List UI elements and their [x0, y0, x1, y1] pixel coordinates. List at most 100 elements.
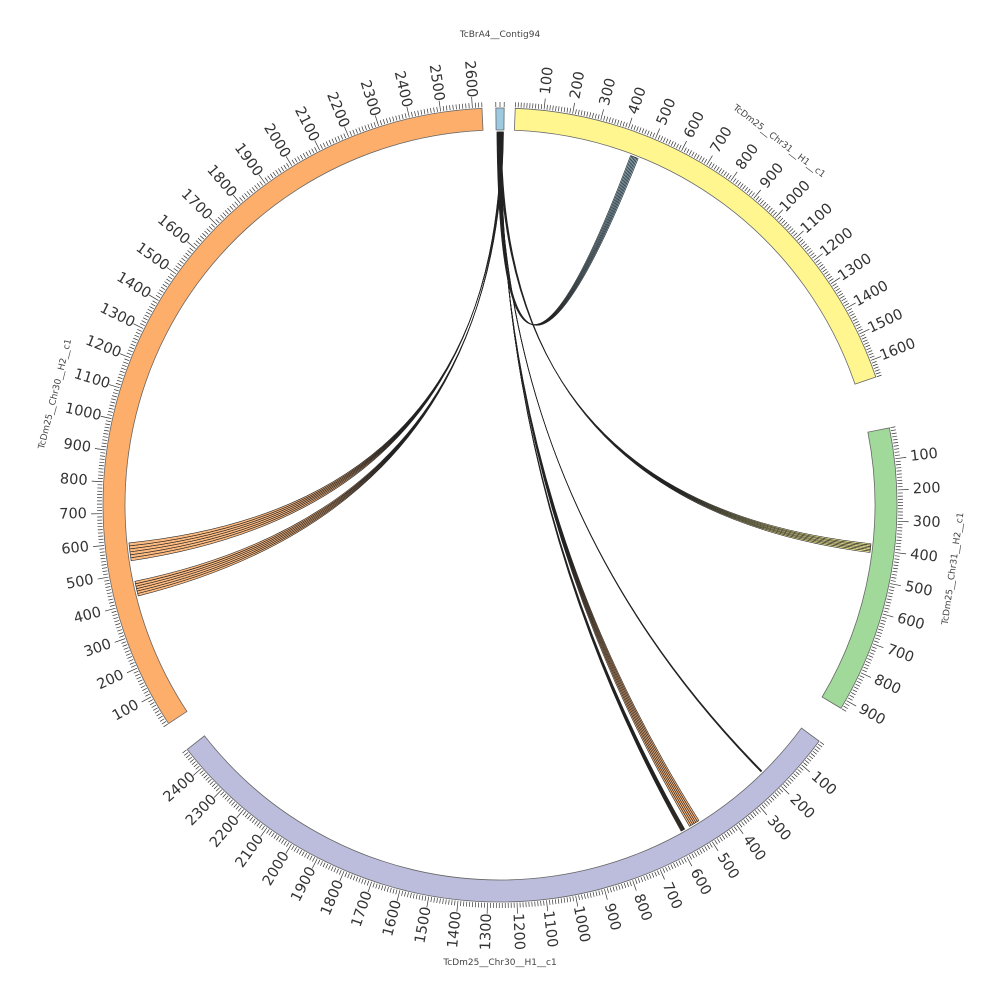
link-contig94-chr31h2	[500, 131, 871, 552]
tick-label-chr30h2: 500	[65, 572, 95, 593]
tick-label-chr31h2: 800	[871, 672, 903, 698]
tick-label-chr31h1: 100	[538, 66, 557, 95]
segments-layer	[102, 107, 898, 903]
tick-label-chr31h2: 400	[909, 546, 938, 565]
tick-label-chr30h2: 1100	[72, 366, 112, 392]
links-layer	[128, 131, 872, 832]
tick-label-chr30h2: 2600	[461, 60, 480, 98]
tick-label-chr31h2: 300	[912, 514, 940, 531]
segment-name-chr30h1: TcDm25__Chr30__H1__c1	[442, 958, 556, 968]
link-contig94-chr31h2	[498, 131, 872, 546]
tick-label-chr30h2: 1200	[83, 333, 123, 362]
ticks-chr31h1	[514, 98, 882, 378]
link-contig94-chr30h1	[498, 131, 762, 773]
tick-label-chr31h2: 900	[856, 701, 888, 729]
tick-label-chr31h1: 200	[568, 70, 589, 100]
link-contig94-chr30h2	[134, 131, 504, 585]
tick-label-chr31h1: 1100	[798, 201, 836, 238]
tick-label-chr31h1: 1000	[777, 178, 814, 216]
tick-label-chr31h2: 700	[884, 642, 916, 667]
tick-label-chr30h1: 700	[659, 880, 685, 912]
segment-name-contig94: TcBrA4__Contig94	[459, 30, 541, 40]
link-contig94-chr31h2	[499, 131, 872, 547]
tick-label-chr30h1: 800	[630, 892, 654, 923]
tick-label-chr30h2: 2500	[426, 63, 447, 102]
segment-chr31h1	[513, 107, 877, 385]
tick-label-chr30h1: 500	[714, 850, 742, 882]
tick-label-chr30h1: 1100	[540, 910, 560, 949]
link-contig94-chr30h1	[500, 131, 684, 831]
tick-label-chr30h2: 600	[61, 539, 90, 558]
ticks-contig94	[495, 102, 505, 108]
tick-label-chr31h1: 900	[757, 160, 787, 192]
tick-label-chr30h2: 1900	[231, 140, 266, 179]
link-contig94-chr30h1	[500, 131, 684, 831]
tick-label-chr31h1: 800	[733, 141, 762, 173]
tick-label-chr31h2: 200	[913, 480, 941, 497]
link-contig94-chr30h1	[499, 131, 694, 826]
tick-label-chr30h1: 1400	[445, 910, 465, 948]
tick-label-chr31h1: 400	[626, 85, 650, 116]
tick-label-chr30h1: 900	[601, 902, 624, 933]
tick-label-chr30h1: 300	[764, 813, 794, 844]
tick-label-chr30h2: 1800	[203, 162, 239, 200]
link-contig94-chr31h1	[496, 131, 634, 325]
tick-label-chr30h1: 2200	[207, 812, 243, 851]
tick-label-chr30h2: 400	[72, 604, 103, 627]
link-contig94-chr31h1	[498, 131, 639, 326]
link-contig94-chr31h2	[499, 131, 871, 549]
tick-label-chr31h2: 100	[909, 446, 938, 465]
tick-label-chr31h1: 1500	[865, 306, 905, 336]
tick-label-chr31h1: 300	[597, 77, 619, 108]
tick-label-chr30h2: 2200	[323, 90, 352, 130]
tick-label-chr30h1: 2100	[233, 832, 268, 871]
tick-label-chr30h2: 1400	[114, 269, 154, 302]
tick-label-chr30h2: 800	[59, 471, 88, 489]
tick-label-chr30h1: 1000	[570, 905, 593, 944]
tick-label-chr31h1: 500	[654, 96, 680, 128]
tick-label-chr30h1: 1300	[478, 913, 495, 950]
tick-label-chr30h1: 200	[786, 792, 817, 823]
tick-label-chr30h2: 1300	[97, 300, 137, 331]
tick-label-chr30h2: 700	[59, 506, 87, 523]
tick-label-chr30h2: 2400	[391, 69, 415, 109]
tick-label-chr30h1: 1700	[349, 889, 376, 929]
tick-label-chr30h1: 1200	[509, 913, 527, 951]
ticks-chr31h2	[841, 426, 909, 712]
segment-chr30h2	[102, 107, 484, 725]
segment-name-chr30h2: TcDm25__Chr30__H2__c1	[37, 338, 74, 451]
tick-label-chr30h2: 2000	[260, 121, 293, 161]
tick-label-chr30h1: 1800	[318, 878, 347, 918]
tick-label-chr31h1: 600	[681, 109, 708, 141]
link-contig94-chr30h1	[500, 131, 685, 831]
segment-chr31h2	[821, 427, 898, 709]
tick-label-chr30h1: 100	[808, 769, 839, 799]
tick-label-chr30h1: 1900	[288, 864, 319, 904]
tick-label-chr31h1: 1200	[817, 225, 856, 260]
tick-label-chr31h2: 500	[903, 579, 933, 600]
tick-label-chr30h2: 300	[82, 636, 113, 660]
segment-contig94	[495, 107, 505, 131]
ticks-chr30h2	[91, 96, 483, 728]
tick-label-chr31h1: 1600	[878, 336, 918, 364]
tick-label-chr31h1: 1400	[851, 278, 891, 310]
tick-label-chr30h1: 400	[739, 832, 768, 864]
tick-label-chr30h1: 1500	[412, 906, 434, 945]
tick-label-chr30h2: 100	[110, 697, 142, 724]
link-contig94-chr31h1	[496, 131, 633, 325]
segment-name-chr31h2: TcDm25__Chr31__H2__c1	[941, 512, 967, 627]
link-contig94-chr31h1	[497, 131, 635, 326]
link-contig94-chr30h1	[500, 131, 683, 832]
tick-label-chr31h2: 600	[895, 610, 926, 633]
tick-label-chr30h1: 600	[687, 866, 714, 898]
tick-label-chr30h2: 1000	[63, 401, 102, 425]
tick-label-chr30h1: 1600	[380, 898, 405, 938]
link-contig94-chr31h2	[500, 131, 871, 550]
tick-label-chr30h2: 1500	[133, 240, 172, 274]
segment-chr30h1	[186, 727, 820, 903]
tick-label-chr31h1: 1300	[835, 251, 875, 285]
tick-label-chr30h2: 2300	[357, 78, 383, 118]
tick-label-chr30h2: 200	[95, 667, 127, 693]
tick-label-chr30h1: 2000	[260, 849, 293, 889]
